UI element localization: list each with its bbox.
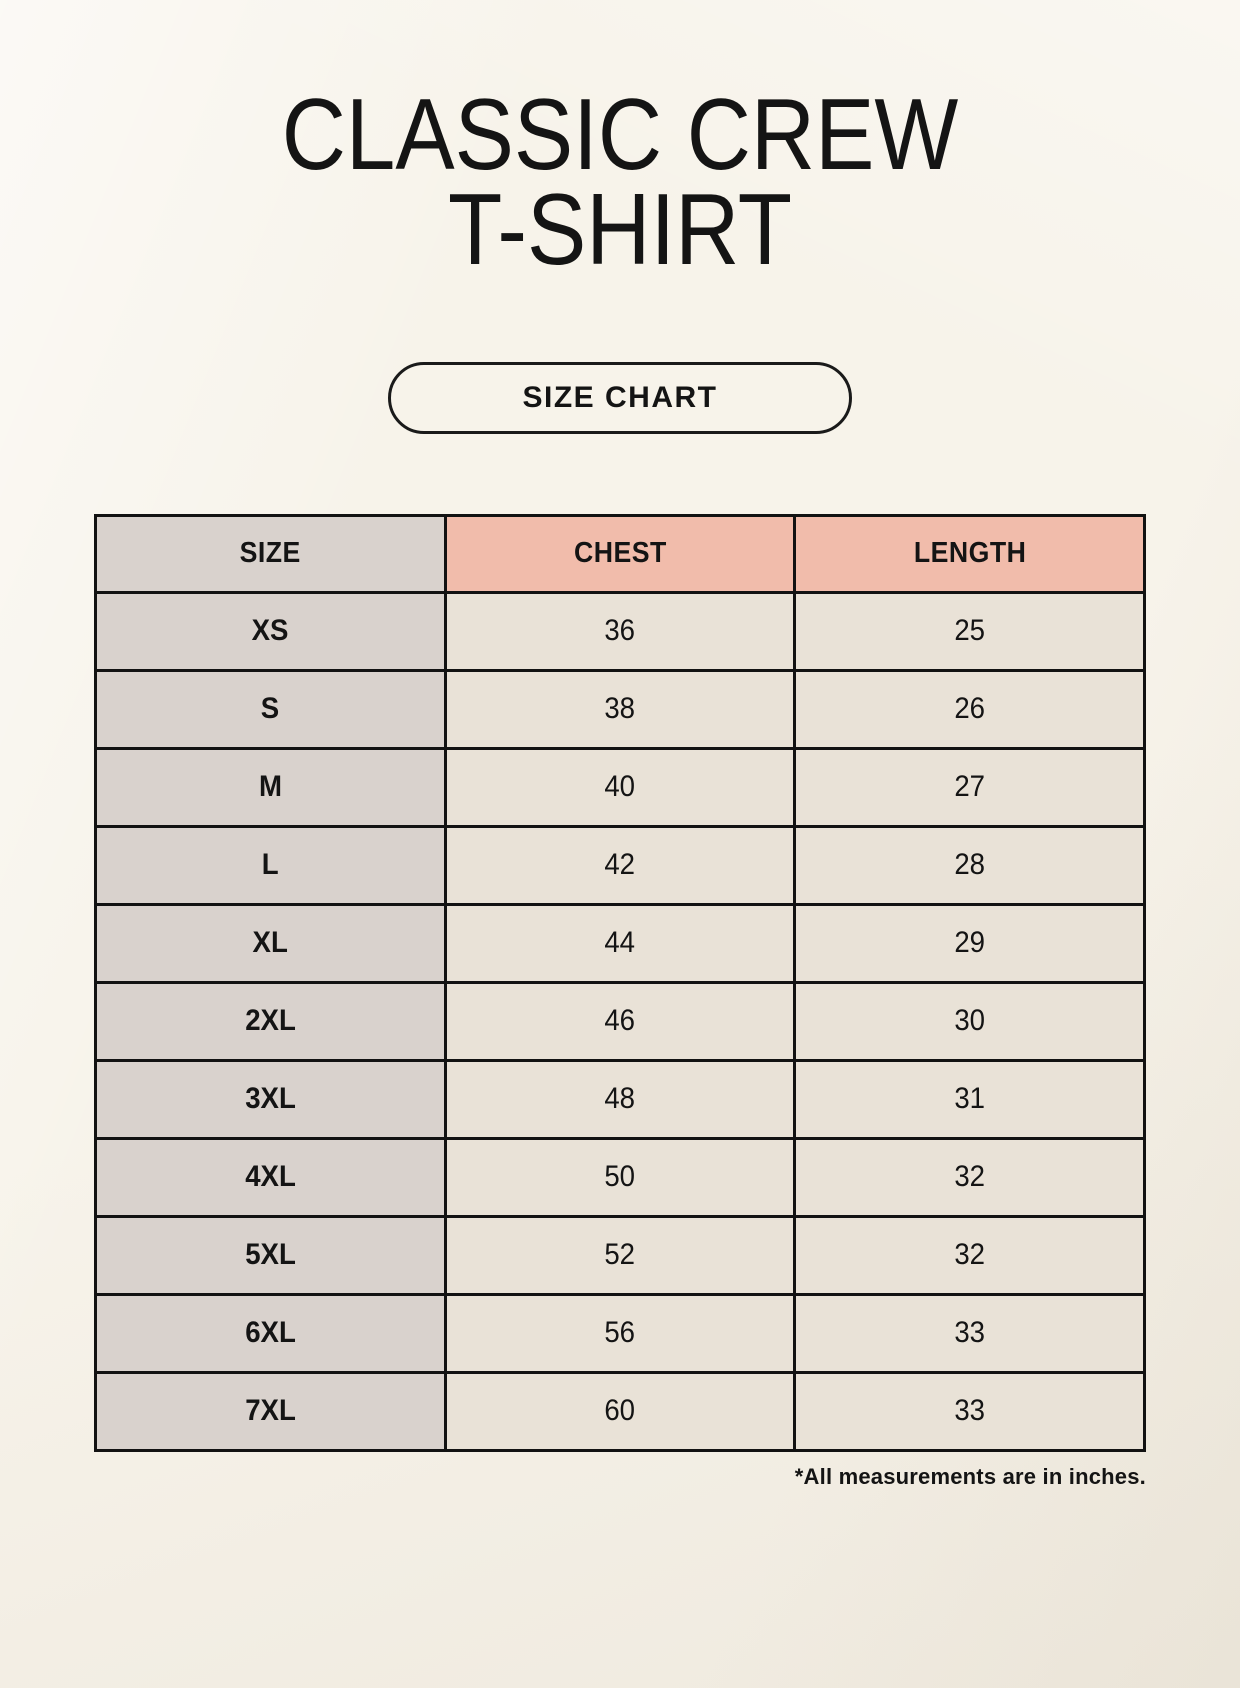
page-title-line-1: CLASSIC CREW — [281, 79, 959, 191]
length-value: 33 — [954, 1394, 986, 1428]
length-cell: 27 — [793, 746, 1146, 828]
chest-cell: 48 — [443, 1058, 797, 1140]
chest-value: 42 — [604, 848, 636, 882]
size-cell: 6XL — [94, 1292, 447, 1374]
size-value: 6XL — [245, 1316, 296, 1350]
length-value: 27 — [954, 770, 986, 804]
size-chart-table-container: SIZE CHEST LENGTH XS 36 25 S 38 26 M 40 … — [94, 513, 1146, 1452]
size-chart-table: SIZE CHEST LENGTH XS 36 25 S 38 26 M 40 … — [94, 513, 1146, 1452]
length-cell: 26 — [793, 668, 1146, 750]
chest-value: 56 — [604, 1316, 636, 1350]
length-cell: 30 — [793, 980, 1146, 1062]
size-chart-button-label: SIZE CHART — [522, 380, 718, 414]
length-cell: 28 — [793, 824, 1146, 906]
length-value: 33 — [954, 1316, 986, 1350]
chest-value: 46 — [604, 1004, 636, 1038]
chest-value: 52 — [604, 1238, 636, 1272]
size-cell: XL — [94, 902, 447, 984]
header-row: SIZE CHEST LENGTH — [94, 513, 1146, 594]
length-value: 31 — [954, 1082, 986, 1116]
chest-cell: 42 — [443, 824, 797, 906]
table-row-5xl: 5XL 52 32 — [94, 1214, 1146, 1296]
size-value: XL — [252, 926, 288, 960]
size-value: XS — [251, 614, 289, 648]
size-value: L — [261, 848, 279, 882]
chest-value: 60 — [604, 1394, 636, 1428]
chest-value: 44 — [604, 926, 636, 960]
page-title-line-2: T-SHIRT — [447, 173, 793, 286]
size-cell: XS — [94, 590, 447, 672]
length-cell: 33 — [793, 1292, 1146, 1374]
size-cell: L — [94, 824, 447, 906]
length-value: 26 — [954, 692, 986, 726]
column-header-chest: CHEST — [443, 513, 797, 594]
size-cell: S — [94, 668, 447, 750]
table-row-4xl: 4XL 50 32 — [94, 1136, 1146, 1218]
chest-cell: 44 — [443, 902, 797, 984]
size-cell: 4XL — [94, 1136, 447, 1218]
column-header-length: LENGTH — [793, 513, 1146, 594]
chest-cell: 56 — [443, 1292, 797, 1374]
column-header-length-label: LENGTH — [913, 537, 1026, 570]
table-row-xl: XL 44 29 — [94, 902, 1146, 984]
size-cell: 7XL — [94, 1370, 447, 1452]
size-value: 2XL — [245, 1004, 296, 1038]
column-header-size-label: SIZE — [239, 537, 301, 570]
table-row-xs: XS 36 25 — [94, 590, 1146, 672]
chest-value: 48 — [604, 1082, 636, 1116]
length-cell: 31 — [793, 1058, 1146, 1140]
table-row-2xl: 2XL 46 30 — [94, 980, 1146, 1062]
measurements-footnote: *All measurements are in inches. — [794, 1463, 1146, 1489]
chest-cell: 60 — [443, 1370, 797, 1452]
size-chart-button[interactable]: SIZE CHART — [388, 361, 852, 434]
table-row-l: L 42 28 — [94, 824, 1146, 906]
length-value: 32 — [954, 1160, 986, 1194]
size-value: 3XL — [245, 1082, 296, 1116]
table-row-3xl: 3XL 48 31 — [94, 1058, 1146, 1140]
size-value: 7XL — [245, 1394, 296, 1428]
length-value: 29 — [954, 926, 986, 960]
length-value: 30 — [954, 1004, 986, 1038]
size-value: M — [258, 770, 282, 804]
chest-value: 50 — [604, 1160, 636, 1194]
table-row-m: M 40 27 — [94, 746, 1146, 828]
table-row-s: S 38 26 — [94, 668, 1146, 750]
column-header-size: SIZE — [94, 513, 447, 594]
page-title: CLASSIC CREW T-SHIRT — [74, 85, 1165, 281]
size-value: 4XL — [245, 1160, 296, 1194]
chest-value: 40 — [604, 770, 636, 804]
size-cell: M — [94, 746, 447, 828]
chest-cell: 50 — [443, 1136, 797, 1218]
size-cell: 3XL — [94, 1058, 447, 1140]
table-row-7xl: 7XL 60 33 — [94, 1370, 1146, 1452]
length-value: 32 — [954, 1238, 986, 1272]
length-value: 25 — [954, 614, 986, 648]
size-cell: 2XL — [94, 980, 447, 1062]
table-row-6xl: 6XL 56 33 — [94, 1292, 1146, 1374]
chest-value: 38 — [604, 692, 636, 726]
size-value: 5XL — [245, 1238, 296, 1272]
length-cell: 25 — [793, 590, 1146, 672]
size-value: S — [261, 692, 280, 726]
chest-cell: 36 — [443, 590, 797, 672]
length-cell: 33 — [793, 1370, 1146, 1452]
length-cell: 29 — [793, 902, 1146, 984]
length-value: 28 — [954, 848, 986, 882]
size-cell: 5XL — [94, 1214, 447, 1296]
chest-cell: 46 — [443, 980, 797, 1062]
length-cell: 32 — [793, 1136, 1146, 1218]
chest-value: 36 — [604, 614, 636, 648]
chest-cell: 40 — [443, 746, 797, 828]
length-cell: 32 — [793, 1214, 1146, 1296]
column-header-chest-label: CHEST — [573, 537, 667, 570]
chest-cell: 52 — [443, 1214, 797, 1296]
chest-cell: 38 — [443, 668, 797, 750]
